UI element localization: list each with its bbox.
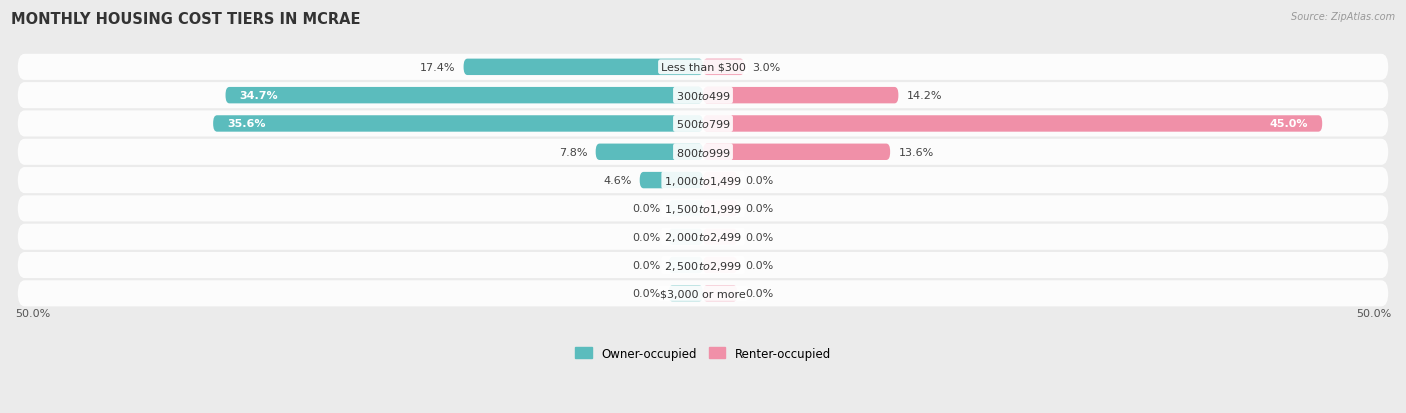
Text: 0.0%: 0.0% xyxy=(633,204,661,214)
Text: Source: ZipAtlas.com: Source: ZipAtlas.com xyxy=(1291,12,1395,22)
Text: 13.6%: 13.6% xyxy=(898,147,934,157)
Text: $2,500 to $2,999: $2,500 to $2,999 xyxy=(664,259,742,272)
FancyBboxPatch shape xyxy=(669,201,703,217)
FancyBboxPatch shape xyxy=(18,252,1388,278)
Text: 34.7%: 34.7% xyxy=(239,91,278,101)
Text: 0.0%: 0.0% xyxy=(633,261,661,271)
Text: 3.0%: 3.0% xyxy=(752,63,780,73)
FancyBboxPatch shape xyxy=(18,83,1388,109)
Text: 17.4%: 17.4% xyxy=(420,63,456,73)
Text: 0.0%: 0.0% xyxy=(745,261,773,271)
FancyBboxPatch shape xyxy=(669,285,703,302)
FancyBboxPatch shape xyxy=(18,281,1388,306)
FancyBboxPatch shape xyxy=(703,173,737,189)
Text: $2,000 to $2,499: $2,000 to $2,499 xyxy=(664,231,742,244)
FancyBboxPatch shape xyxy=(18,168,1388,194)
Text: 0.0%: 0.0% xyxy=(745,176,773,186)
Text: 0.0%: 0.0% xyxy=(633,232,661,242)
FancyBboxPatch shape xyxy=(669,257,703,273)
Text: 35.6%: 35.6% xyxy=(226,119,266,129)
FancyBboxPatch shape xyxy=(640,173,703,189)
FancyBboxPatch shape xyxy=(669,229,703,245)
Text: $1,500 to $1,999: $1,500 to $1,999 xyxy=(664,202,742,216)
FancyBboxPatch shape xyxy=(214,116,703,132)
FancyBboxPatch shape xyxy=(18,196,1388,222)
Text: 4.6%: 4.6% xyxy=(603,176,631,186)
Text: 7.8%: 7.8% xyxy=(560,147,588,157)
FancyBboxPatch shape xyxy=(18,224,1388,250)
Text: $1,000 to $1,499: $1,000 to $1,499 xyxy=(664,174,742,187)
Text: $300 to $499: $300 to $499 xyxy=(675,90,731,102)
FancyBboxPatch shape xyxy=(703,229,737,245)
Text: 45.0%: 45.0% xyxy=(1270,119,1309,129)
Text: 50.0%: 50.0% xyxy=(1355,309,1391,318)
FancyBboxPatch shape xyxy=(225,88,703,104)
FancyBboxPatch shape xyxy=(464,59,703,76)
FancyBboxPatch shape xyxy=(703,201,737,217)
Text: 50.0%: 50.0% xyxy=(15,309,51,318)
Text: MONTHLY HOUSING COST TIERS IN MCRAE: MONTHLY HOUSING COST TIERS IN MCRAE xyxy=(11,12,361,27)
Text: 0.0%: 0.0% xyxy=(745,232,773,242)
Text: 0.0%: 0.0% xyxy=(745,204,773,214)
Legend: Owner-occupied, Renter-occupied: Owner-occupied, Renter-occupied xyxy=(575,347,831,360)
Text: $800 to $999: $800 to $999 xyxy=(675,147,731,159)
Text: $3,000 or more: $3,000 or more xyxy=(661,289,745,299)
FancyBboxPatch shape xyxy=(703,59,744,76)
FancyBboxPatch shape xyxy=(703,116,1322,132)
Text: Less than $300: Less than $300 xyxy=(661,63,745,73)
FancyBboxPatch shape xyxy=(703,88,898,104)
Text: 14.2%: 14.2% xyxy=(907,91,942,101)
FancyBboxPatch shape xyxy=(18,55,1388,81)
FancyBboxPatch shape xyxy=(596,144,703,161)
FancyBboxPatch shape xyxy=(18,111,1388,137)
Text: $500 to $799: $500 to $799 xyxy=(675,118,731,130)
FancyBboxPatch shape xyxy=(703,285,737,302)
FancyBboxPatch shape xyxy=(703,257,737,273)
FancyBboxPatch shape xyxy=(703,144,890,161)
Text: 0.0%: 0.0% xyxy=(745,289,773,299)
FancyBboxPatch shape xyxy=(18,140,1388,165)
Text: 0.0%: 0.0% xyxy=(633,289,661,299)
